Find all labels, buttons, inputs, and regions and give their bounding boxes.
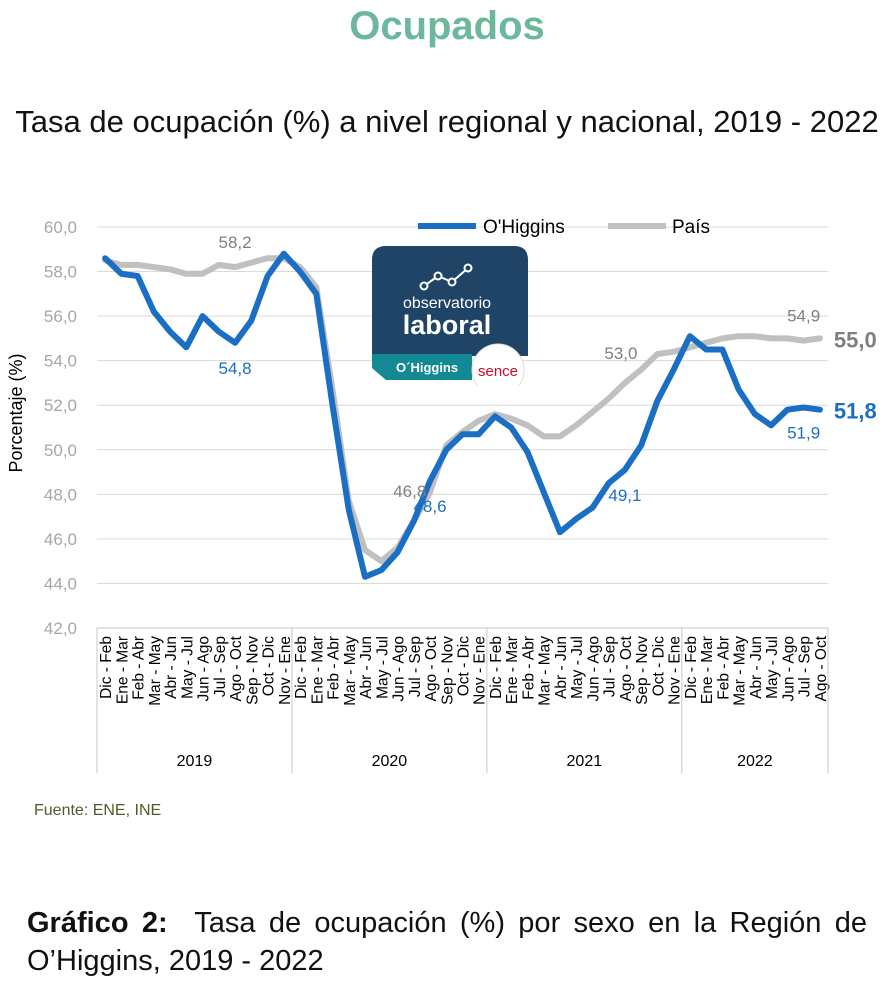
series-line-o-higgins — [102, 250, 823, 580]
x-axis: Dic - Feb Ene - Mar Feb - Abr Mar - May Abr … — [96, 627, 830, 773]
data-label: 46,8 — [393, 482, 426, 501]
y-tick-label: 60,0 — [44, 218, 77, 237]
observatorio-laboral-logo: observatorio laboral O´Higgins sence — [372, 246, 528, 386]
x-tick-label: Jul - Sep — [602, 636, 619, 697]
y-tick-label: 44,0 — [44, 574, 77, 593]
data-label: 54,8 — [219, 359, 252, 378]
x-tick-label: Jul - Sep — [797, 636, 814, 697]
series-lines — [102, 250, 823, 580]
data-label: 51,9 — [787, 423, 820, 442]
x-tick-label: Jun - Ago — [196, 636, 213, 702]
x-tick-label: Dic - Feb — [488, 636, 505, 699]
x-tick-label: Nov - Ene — [472, 636, 489, 705]
x-tick-label: Abr - Jun — [163, 636, 180, 699]
caption-number: Gráfico 2: — [27, 907, 168, 939]
y-tick-label: 42,0 — [44, 619, 77, 638]
x-tick-label: Sep - Nov — [244, 636, 261, 705]
data-labels: 58,2 54,8 46,848,6 53,0 49,1 54,9 51,9 55,0 51,8 — [219, 233, 877, 516]
x-tick-label: Ene - Mar — [309, 636, 326, 704]
x-tick-label: Abr - Jun — [748, 636, 765, 699]
data-label: 51,8 — [834, 399, 877, 424]
x-tick-label: Oct - Dic — [261, 636, 278, 697]
source-note: Fuente: ENE, INE — [34, 802, 162, 819]
x-tick-label: Nov - Ene — [667, 636, 684, 705]
year-label: 2019 — [177, 753, 213, 770]
year-label: 2021 — [567, 753, 603, 770]
y-axis-label: Porcentaje (%) — [6, 353, 26, 472]
data-label: 58,2 — [219, 233, 252, 252]
x-tick-label: Jun - Ago — [780, 636, 797, 702]
x-tick-label: Jul - Sep — [212, 636, 229, 697]
x-tick-label: Feb - Abr — [715, 636, 732, 700]
x-tick-label: Ene - Mar — [699, 636, 716, 704]
x-tick-label: Ago - Oct — [228, 635, 245, 701]
y-tick-label: 50,0 — [44, 441, 77, 460]
data-label: 49,1 — [608, 486, 641, 505]
logo-line1: observatorio — [403, 295, 491, 312]
caption-text: Tasa de ocupación (%) por sexo en la Reg… — [27, 907, 867, 977]
x-tick-label: May - Jul — [179, 636, 196, 699]
chart-icon — [423, 267, 469, 287]
figure-caption: Gráfico 2: Tasa de ocupación (%) por sex… — [27, 904, 867, 980]
x-tick-label: Ago - Oct — [423, 635, 440, 701]
logo-badge — [372, 246, 528, 356]
legend: O'Higgins País — [418, 217, 710, 238]
x-tick-label: Ago - Oct — [813, 635, 830, 701]
year-label: 2020 — [372, 753, 408, 770]
data-label: 54,9 — [787, 307, 820, 326]
x-tick-label: Jul - Sep — [407, 636, 424, 697]
x-tick-label: Mar - May — [147, 636, 164, 706]
y-tick-label: 46,0 — [44, 530, 77, 549]
page-heading: Ocupados — [349, 4, 545, 48]
logo-region: O´Higgins — [396, 360, 458, 375]
x-tick-label: Jun - Ago — [585, 636, 602, 702]
x-tick-label: May - Jul — [569, 636, 586, 699]
year-label: 2022 — [737, 753, 773, 770]
legend-label-ohiggins: O'Higgins — [483, 217, 565, 238]
logo-teal-band — [372, 354, 472, 380]
x-tick-label: Mar - May — [537, 636, 554, 706]
data-label: 55,0 — [834, 327, 877, 352]
y-tick-label: 54,0 — [44, 352, 77, 371]
sence-badge — [471, 343, 525, 386]
y-tick-label: 58,0 — [44, 263, 77, 282]
x-tick-label: Dic - Feb — [293, 636, 310, 699]
x-tick-label: Ene - Mar — [114, 636, 131, 704]
x-tick-label: May - Jul — [374, 636, 391, 699]
x-tick-label: Abr - Jun — [358, 636, 375, 699]
x-tick-label: May - Jul — [764, 636, 781, 699]
x-tick-label: Oct - Dic — [456, 636, 473, 697]
x-tick-label: Feb - Abr — [326, 636, 343, 700]
y-tick-label: 52,0 — [44, 396, 77, 415]
chart-subtitle: Tasa de ocupación (%) a nivel regional y… — [15, 104, 879, 139]
logo-line2: laboral — [403, 310, 492, 340]
x-tick-label: Feb - Abr — [520, 636, 537, 700]
x-tick-label: Dic - Feb — [683, 636, 700, 699]
x-tick-label: Ene - Mar — [504, 636, 521, 704]
x-tick-label: Sep - Nov — [439, 636, 456, 705]
data-label: 53,0 — [604, 344, 637, 363]
occupation-rate-chart: 60,0 58,0 56,0 54,0 52,0 50,0 48,0 46,0 44,0 42,0… — [6, 217, 877, 773]
legend-label-pais: País — [672, 217, 710, 238]
data-label: 48,6 — [413, 497, 446, 516]
x-tick-label: Abr - Jun — [553, 636, 570, 699]
x-tick-label: Mar - May — [342, 636, 359, 706]
x-tick-label: Oct - Dic — [650, 636, 667, 697]
x-tick-label: Mar - May — [732, 636, 749, 706]
x-tick-label: Jun - Ago — [391, 636, 408, 702]
x-tick-label: Sep - Nov — [634, 636, 651, 705]
y-axis-ticks: 60,0 58,0 56,0 54,0 52,0 50,0 48,0 46,0 44,0 42,0 — [44, 218, 77, 638]
x-tick-label: Dic - Feb — [98, 636, 115, 699]
y-tick-label: 48,0 — [44, 485, 77, 504]
y-tick-label: 56,0 — [44, 307, 77, 326]
x-tick-label: Feb - Abr — [131, 636, 148, 700]
x-tick-label: Nov - Ene — [277, 636, 294, 705]
logo-brand: sence — [478, 363, 518, 380]
x-tick-label: Ago - Oct — [618, 635, 635, 701]
